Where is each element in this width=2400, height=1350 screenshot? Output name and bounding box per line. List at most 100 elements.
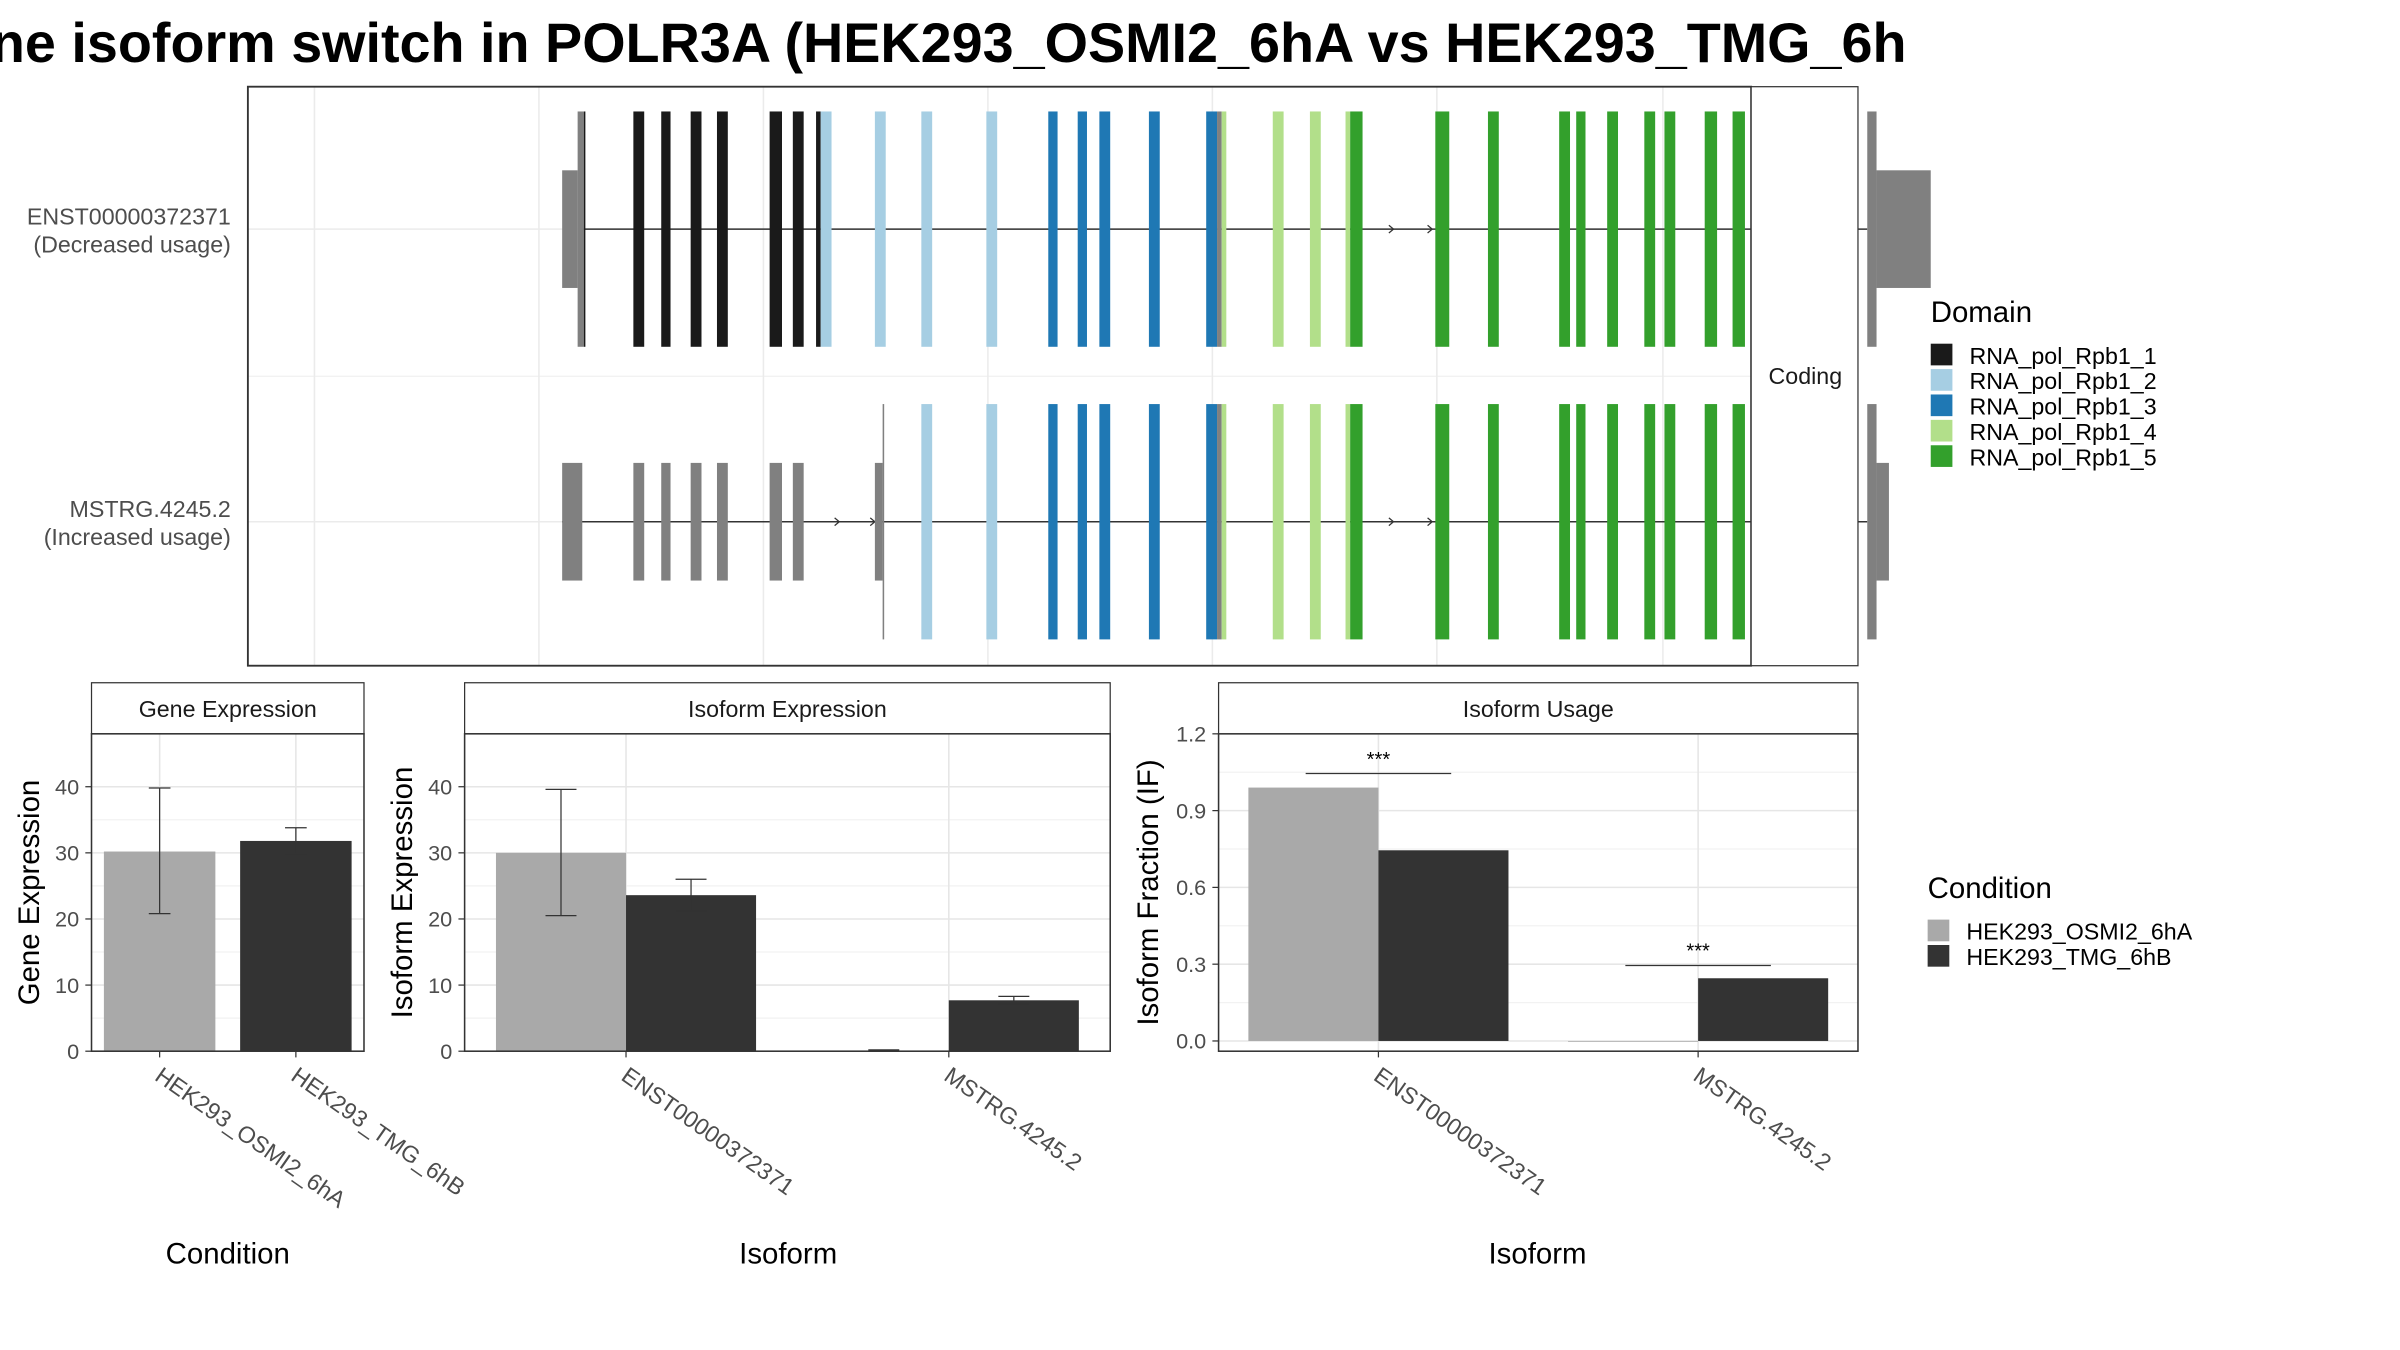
- exon-utr: [792, 462, 804, 581]
- bar-charts: Gene Expression010203040HEK293_OSMI2_6hA…: [13, 682, 1859, 1270]
- x-tick-label: MSTRG.4245.2: [1689, 1062, 1836, 1176]
- exon-utr: [1876, 170, 1931, 288]
- legend-label-rna-pol-rpb1-3: RNA_pol_Rpb1_3: [1969, 394, 2156, 420]
- panel-title: Isoform Usage: [1463, 696, 1614, 722]
- panel-title: Isoform Expression: [688, 696, 887, 722]
- exon-cds: [1350, 404, 1363, 640]
- x-axis-label: Condition: [166, 1237, 290, 1270]
- y-tick-label: 0.3: [1176, 952, 1206, 977]
- exon-cds: [1867, 404, 1877, 640]
- exon-cds: [986, 111, 998, 347]
- exon-cds: [1272, 111, 1284, 347]
- y-tick-label: 40: [55, 774, 79, 799]
- strand-arrow: [1427, 517, 1434, 527]
- y-axis-label: Isoform Expression: [386, 767, 419, 1019]
- chart-panel-3: Isoform Usage 0.0 0.3 0.6 0.9 1.2 *** *** ENST00…: [1132, 682, 1859, 1270]
- exon-utr: [716, 462, 728, 581]
- exon-cds: [1704, 404, 1718, 640]
- bar-hek293-tmg-6hb: [626, 895, 757, 1052]
- strand-arrow: [834, 517, 841, 527]
- panel-border: [463, 733, 1111, 1052]
- exon-cds: [661, 111, 671, 347]
- exon-cds: [1350, 111, 1363, 347]
- exon-cds: [921, 404, 933, 640]
- exon-utr: [661, 462, 671, 581]
- domain-legend: Domain RNA_pol_Rpb1_1RNA_pol_Rpb1_2RNA_p…: [1930, 296, 2157, 470]
- exon-cds: [1435, 111, 1450, 347]
- exon-cds: [1704, 111, 1718, 347]
- exon-cds: [1732, 404, 1745, 640]
- y-axis-label: Gene Expression: [13, 780, 46, 1006]
- bar-hek293-tmg-6hb: [240, 840, 352, 1052]
- exon-cds: [1487, 404, 1499, 640]
- exon-cds: [1644, 404, 1656, 640]
- exon-cds: [1576, 111, 1586, 347]
- exon-cds: [1077, 111, 1087, 347]
- legend-key-condition: [1927, 919, 1950, 942]
- panel-strip: [1217, 682, 1859, 735]
- y-tick-label: 10: [428, 973, 452, 998]
- bar-hek293-tmg-6hb: [948, 1000, 1079, 1052]
- exon-cds: [1607, 111, 1619, 347]
- exon-cds: [1148, 111, 1160, 347]
- exon-cds: [1487, 111, 1499, 347]
- bar-hek293-osmi2-6ha: [1248, 787, 1379, 1041]
- exon-cds: [1309, 111, 1321, 347]
- y-tick-label: 0.6: [1176, 875, 1206, 900]
- exon-cds: [1309, 404, 1321, 640]
- legend-label-condition: HEK293_TMG_6hB: [1966, 944, 2171, 970]
- exon-cds: [820, 111, 832, 347]
- exon-cds: [1559, 404, 1571, 640]
- strip-coding: [1750, 86, 1859, 667]
- isoform-label-2: MSTRG.4245.2: [70, 496, 231, 522]
- exon-cds: [1217, 111, 1222, 347]
- significance-label: ***: [1367, 749, 1391, 771]
- gene-structure-panel: Coding ENST00000372371 (Decreased usage)…: [27, 85, 1931, 667]
- legend-label-rna-pol-rpb1-1: RNA_pol_Rpb1_1: [1969, 343, 2156, 369]
- exon-cds: [1206, 111, 1218, 347]
- isoform-label-1: ENST00000372371: [27, 203, 231, 229]
- legend-key-rna-pol-rpb1-3: [1930, 394, 1953, 417]
- exon-cds: [1664, 111, 1676, 347]
- exon-cds: [1148, 404, 1160, 640]
- legend-key-rna-pol-rpb1-5: [1930, 445, 1953, 467]
- panel-strip: [90, 682, 365, 735]
- x-tick-label: MSTRG.4245.2: [940, 1062, 1087, 1176]
- bar-hek293-osmi2-6ha: [1568, 1040, 1699, 1042]
- exon-utr: [562, 462, 583, 581]
- y-tick-label: 30: [428, 841, 452, 866]
- exon-cds: [1867, 111, 1877, 347]
- exon-cds: [1559, 111, 1571, 347]
- exon-cds: [874, 111, 886, 347]
- exon-cds: [1077, 404, 1087, 640]
- legend-key-rna-pol-rpb1-1: [1930, 343, 1953, 366]
- exon-cds: [816, 111, 821, 347]
- y-tick-label: 30: [55, 841, 79, 866]
- exon-utr: [562, 170, 578, 288]
- y-tick-label: 1.2: [1176, 722, 1206, 747]
- bar-hek293-tmg-6hb: [1698, 978, 1829, 1041]
- panel-border: [1217, 733, 1859, 1052]
- exon-utr: [633, 462, 645, 581]
- exon-cds: [577, 111, 584, 347]
- y-tick-label: 0.9: [1176, 798, 1206, 823]
- exon-utr: [874, 462, 883, 581]
- domain-legend-title: Domain: [1931, 296, 2032, 329]
- exon-cds: [1644, 111, 1656, 347]
- chart-panel-2: Isoform Expression 0 10 20 30 40 ENST000003723…: [386, 682, 1111, 1270]
- isoform-sublabel-2: (Increased usage): [44, 524, 231, 550]
- exon-cds: [1732, 111, 1745, 347]
- isoform-sublabel-1: (Decreased usage): [33, 231, 230, 257]
- exon-cds: [1607, 404, 1619, 640]
- exon-cds: [1217, 404, 1222, 640]
- y-tick-label: 40: [428, 774, 452, 799]
- legend-key-condition: [1927, 945, 1950, 967]
- exon-cds: [1221, 111, 1227, 347]
- y-tick-label: 0.0: [1176, 1029, 1206, 1054]
- legend-label-rna-pol-rpb1-4: RNA_pol_Rpb1_4: [1969, 419, 2156, 445]
- exon-cds: [1206, 404, 1218, 640]
- x-tick-label: ENST00000372371: [1369, 1062, 1551, 1200]
- exon-cds: [921, 111, 933, 347]
